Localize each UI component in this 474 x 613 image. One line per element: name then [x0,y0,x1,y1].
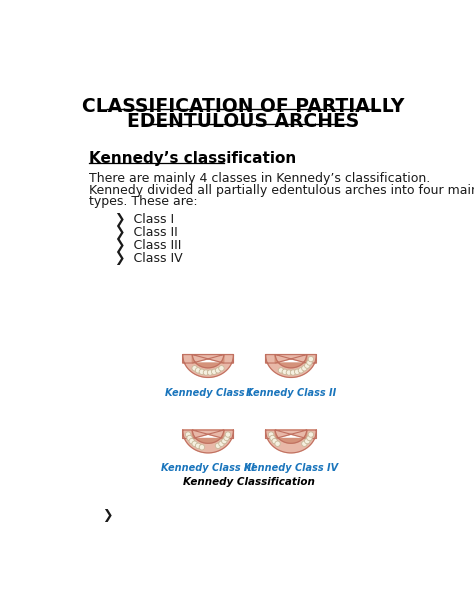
Circle shape [286,370,292,375]
Text: ❯  Class II: ❯ Class II [115,226,178,239]
Polygon shape [275,354,307,368]
Circle shape [211,369,217,375]
Text: EDENTULOUS ARCHES: EDENTULOUS ARCHES [127,112,359,131]
Polygon shape [182,354,233,378]
Polygon shape [265,354,316,378]
Circle shape [278,368,284,373]
Text: Kennedy Class I: Kennedy Class I [165,387,251,398]
Circle shape [195,443,201,449]
Text: Kennedy’s classification: Kennedy’s classification [89,151,296,166]
Text: There are mainly 4 classes in Kennedy’s classification.: There are mainly 4 classes in Kennedy’s … [89,172,430,185]
Circle shape [307,360,312,365]
Circle shape [208,370,213,375]
Circle shape [294,369,300,375]
Circle shape [272,438,277,444]
Circle shape [308,432,314,437]
Text: Kennedy Class II: Kennedy Class II [246,387,336,398]
Circle shape [219,365,224,371]
Text: Kennedy Classification: Kennedy Classification [183,477,315,487]
Circle shape [301,441,307,446]
Circle shape [225,432,231,437]
Circle shape [192,441,197,446]
Text: ❯  Class I: ❯ Class I [115,213,174,226]
Text: types. These are:: types. These are: [89,195,197,208]
Circle shape [215,443,221,449]
Polygon shape [265,430,316,453]
Text: Kennedy Class III: Kennedy Class III [161,463,255,473]
Polygon shape [182,430,233,453]
Polygon shape [192,354,224,368]
Circle shape [199,444,205,450]
Text: ❯: ❯ [102,509,112,522]
Text: CLASSIFICATION OF PARTIALLY: CLASSIFICATION OF PARTIALLY [82,97,404,116]
Circle shape [185,432,191,437]
Polygon shape [275,430,307,443]
Circle shape [215,368,221,373]
Text: Kennedy divided all partially edentulous arches into four main: Kennedy divided all partially edentulous… [89,184,474,197]
Circle shape [195,368,201,373]
Polygon shape [192,430,224,443]
Circle shape [282,369,288,375]
Circle shape [298,368,304,373]
Circle shape [189,438,194,444]
Circle shape [304,363,310,368]
Text: ❯  Class IV: ❯ Class IV [115,252,182,265]
Circle shape [222,438,227,444]
Circle shape [203,370,209,375]
Circle shape [224,435,229,441]
Circle shape [268,432,274,437]
Text: ❯  Class III: ❯ Class III [115,239,182,252]
Circle shape [301,365,307,371]
Circle shape [307,435,312,441]
Circle shape [270,435,275,441]
Circle shape [199,369,205,375]
Circle shape [304,438,310,444]
Circle shape [192,365,197,371]
Circle shape [275,441,280,446]
Circle shape [308,356,314,362]
Circle shape [219,441,224,446]
Circle shape [187,435,192,441]
Text: Kennedy Class IV: Kennedy Class IV [244,463,338,473]
Circle shape [291,370,296,375]
